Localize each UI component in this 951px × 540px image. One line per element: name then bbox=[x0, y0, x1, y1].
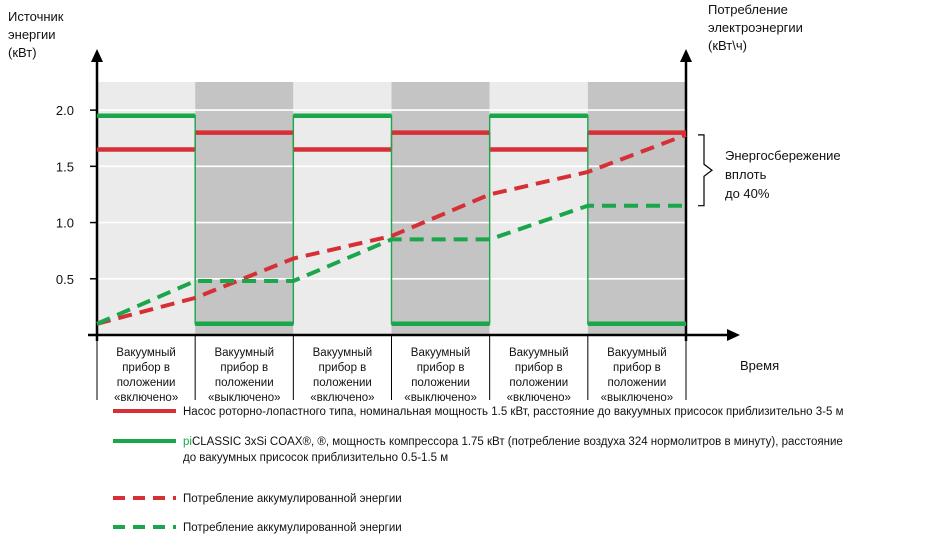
category-label: прибор в bbox=[122, 362, 170, 374]
annotation-text: Энергосбережение bbox=[725, 148, 841, 163]
background-band bbox=[195, 82, 294, 335]
category-label: «включено» bbox=[507, 392, 571, 404]
legend-label: piCLASSIC 3xSi COAX®, ®, мощность компре… bbox=[183, 436, 843, 448]
y-tick-label: 1.5 bbox=[56, 159, 74, 174]
x-axis-arrow-icon bbox=[727, 329, 740, 341]
background-band bbox=[587, 82, 686, 335]
legend-label: Насос роторно-лопастного типа, номинальн… bbox=[183, 406, 844, 418]
category-label: Вакуумный bbox=[116, 347, 176, 359]
legend-label: Потребление аккумулированной энергии bbox=[183, 522, 402, 534]
legend-label: Потребление аккумулированной энергии bbox=[183, 493, 402, 505]
legend-text: Насос роторно-лопастного типа, номинальн… bbox=[183, 406, 844, 418]
category-label: прибор в bbox=[613, 362, 661, 374]
category-label: прибор в bbox=[515, 362, 563, 374]
category-label: положении bbox=[215, 377, 274, 389]
category-label: «выключено» bbox=[404, 392, 477, 404]
category-label: Вакуумный bbox=[509, 347, 569, 359]
background-band bbox=[97, 82, 196, 335]
y-axis-right-arrow-icon bbox=[680, 49, 692, 62]
category-label: «включено» bbox=[310, 392, 374, 404]
legend-text: CLASSIC 3xSi COAX®, ®, мощность компресс… bbox=[192, 436, 843, 448]
x-axis-title: Время bbox=[740, 358, 779, 373]
category-label: прибор в bbox=[220, 362, 268, 374]
y-axis-left-title: энергии bbox=[8, 27, 56, 42]
y-tick-label: 2.0 bbox=[56, 103, 74, 118]
y-axis-right-title: электроэнергии bbox=[708, 20, 803, 35]
legend-brand-prefix: pi bbox=[183, 436, 192, 448]
category-label: «выключено» bbox=[601, 392, 674, 404]
series-green_power-step bbox=[97, 115, 686, 325]
y-tick-label: 0.5 bbox=[56, 272, 74, 287]
annotation-text: до 40% bbox=[725, 186, 770, 201]
category-label: прибор в bbox=[417, 362, 465, 374]
series-green_energy-line bbox=[96, 203, 686, 326]
category-label: положении bbox=[117, 377, 176, 389]
y-axis-right-title: Потребление bbox=[708, 2, 788, 17]
category-label: положении bbox=[411, 377, 470, 389]
background-band bbox=[391, 82, 490, 335]
legend-label: до вакуумных присосок приблизительно 0.5… bbox=[183, 452, 448, 464]
annotation-brace bbox=[698, 134, 713, 207]
y-axis-left-title: Источник bbox=[8, 9, 64, 24]
y-axis-right-title: (кВт\ч) bbox=[708, 38, 747, 53]
category-label: Вакуумный bbox=[214, 347, 274, 359]
category-label: положении bbox=[608, 377, 667, 389]
category-label: положении bbox=[509, 377, 568, 389]
legend-text: Потребление аккумулированной энергии bbox=[183, 493, 402, 505]
category-label: Вакуумный bbox=[313, 347, 373, 359]
legend-text: Потребление аккумулированной энергии bbox=[183, 522, 402, 534]
category-label: Вакуумный bbox=[411, 347, 471, 359]
category-label: положении bbox=[313, 377, 372, 389]
annotation-text: вплоть bbox=[725, 167, 767, 182]
category-label: «включено» bbox=[114, 392, 178, 404]
category-label: прибор в bbox=[319, 362, 367, 374]
category-label: «выключено» bbox=[208, 392, 281, 404]
y-axis-left-title: (кВт) bbox=[8, 45, 37, 60]
y-axis-left-arrow-icon bbox=[91, 49, 103, 62]
background-band bbox=[293, 82, 392, 335]
background-band bbox=[489, 82, 588, 335]
legend-text: до вакуумных присосок приблизительно 0.5… bbox=[183, 452, 448, 464]
series-red_energy-line bbox=[96, 132, 687, 326]
y-tick-label: 1.0 bbox=[56, 216, 74, 231]
category-label: Вакуумный bbox=[607, 347, 667, 359]
